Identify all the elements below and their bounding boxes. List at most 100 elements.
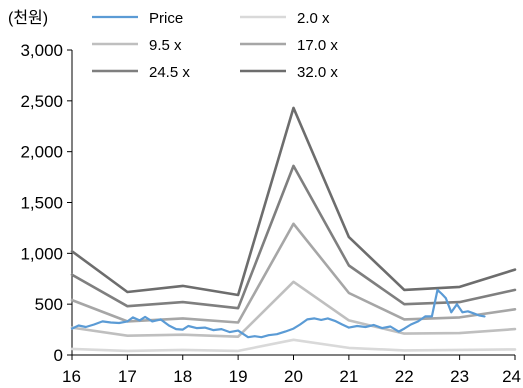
data-point xyxy=(458,316,461,319)
series-line xyxy=(70,338,517,353)
legend-label-9-5x: 9.5 x xyxy=(149,37,182,54)
data-point xyxy=(417,320,419,323)
legend-item-17x: 17.0 x xyxy=(240,37,338,54)
data-point xyxy=(472,312,475,315)
data-point xyxy=(441,293,443,295)
data-point xyxy=(348,292,350,294)
data-point xyxy=(431,315,433,318)
data-point xyxy=(397,330,400,333)
data-point xyxy=(132,316,134,319)
data-point xyxy=(292,339,295,341)
data-point xyxy=(450,311,453,314)
data-point xyxy=(381,327,383,329)
data-point xyxy=(182,317,184,320)
x-axis-ticks: 16 17 18 19 20 21 22 23 24 xyxy=(62,355,521,386)
series-line xyxy=(70,288,486,339)
y-tick-label: 2,000 xyxy=(20,143,63,162)
data-point xyxy=(182,328,184,331)
data-point xyxy=(247,336,249,339)
data-point xyxy=(341,323,344,326)
x-tick-label: 16 xyxy=(62,367,81,386)
data-point xyxy=(93,323,95,326)
data-point xyxy=(320,319,323,321)
data-point xyxy=(334,320,336,322)
legend-item-price: Price xyxy=(92,10,183,27)
data-point xyxy=(403,332,406,335)
data-point xyxy=(327,317,329,320)
y-tick-label: 0 xyxy=(54,346,63,365)
data-point xyxy=(424,315,427,318)
data-point xyxy=(241,332,244,335)
data-point xyxy=(229,331,231,333)
data-point xyxy=(389,325,392,328)
data-point xyxy=(348,236,350,238)
x-tick-label: 18 xyxy=(173,367,192,386)
y-tick-label: 1,500 xyxy=(20,194,63,213)
data-point xyxy=(292,165,295,167)
data-point xyxy=(403,327,406,330)
data-point xyxy=(71,250,73,253)
data-point xyxy=(299,323,301,326)
series-price xyxy=(70,288,486,339)
data-point xyxy=(182,349,184,351)
series-9-5-x xyxy=(70,280,517,339)
data-point xyxy=(77,324,80,327)
legend-item-24-5x: 24.5 x xyxy=(92,64,190,81)
data-point xyxy=(458,286,461,288)
data-point xyxy=(71,299,73,301)
y-tick-label: 1,000 xyxy=(20,244,63,263)
data-point xyxy=(168,324,170,327)
data-point xyxy=(175,328,177,330)
data-point xyxy=(71,348,73,350)
data-point xyxy=(292,281,295,283)
data-point xyxy=(260,336,263,339)
data-point xyxy=(356,325,359,327)
y-tick-label: 3,000 xyxy=(20,41,63,60)
data-point xyxy=(182,285,184,287)
data-point xyxy=(144,316,146,318)
legend-label-price: Price xyxy=(149,10,183,27)
x-tick-label: 22 xyxy=(395,367,414,386)
data-point xyxy=(237,350,239,352)
data-point xyxy=(514,348,516,351)
data-point xyxy=(445,297,447,299)
data-point xyxy=(461,311,464,314)
legend-label-17x: 17.0 x xyxy=(297,37,338,54)
data-point xyxy=(126,350,129,352)
data-point xyxy=(348,264,350,267)
data-point xyxy=(220,328,223,330)
series-2-0-x xyxy=(70,338,517,353)
data-point xyxy=(267,334,270,337)
data-point xyxy=(514,308,516,311)
data-point xyxy=(101,320,104,323)
x-tick-label: 19 xyxy=(229,367,248,386)
data-point xyxy=(85,326,87,328)
x-tick-label: 24 xyxy=(502,367,521,386)
data-point xyxy=(514,268,516,271)
data-point xyxy=(237,335,239,338)
data-point xyxy=(126,291,129,293)
data-point xyxy=(292,327,295,330)
legend: Price 2.0 x 9.5 x 17.0 x 24.5 x 32.0 x xyxy=(92,10,338,81)
y-tick-label: 2,500 xyxy=(20,92,63,111)
series-lines xyxy=(70,106,517,353)
data-point xyxy=(204,326,206,329)
data-point xyxy=(110,321,112,324)
data-point xyxy=(138,319,141,322)
x-tick-label: 23 xyxy=(450,367,469,386)
data-point xyxy=(410,323,412,326)
data-point xyxy=(514,328,516,330)
data-point xyxy=(348,326,350,329)
data-point xyxy=(71,327,73,330)
data-point xyxy=(403,303,406,306)
data-point xyxy=(237,329,239,332)
series-32-0-x xyxy=(70,106,517,297)
data-point xyxy=(71,273,73,276)
data-point xyxy=(364,326,367,328)
data-point xyxy=(195,327,198,329)
data-point xyxy=(253,335,256,338)
data-point xyxy=(313,317,316,320)
legend-item-9-5x: 9.5 x xyxy=(92,37,182,54)
data-point xyxy=(276,333,278,336)
